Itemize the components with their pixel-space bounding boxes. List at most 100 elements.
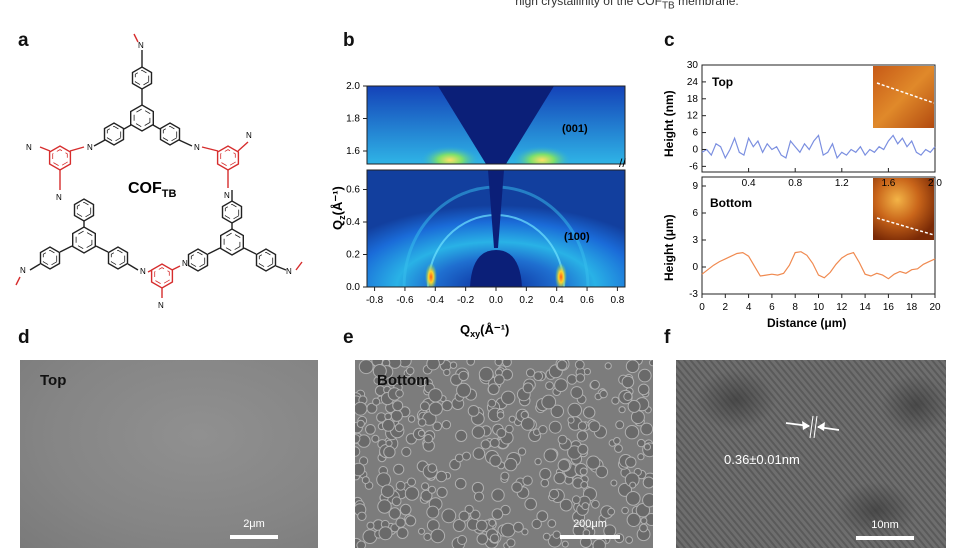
- grain: [625, 536, 634, 544]
- xtick-label-7: 0.6: [580, 295, 594, 306]
- grain: [540, 478, 550, 488]
- grain: [566, 374, 578, 385]
- grain: [640, 422, 653, 436]
- afm-top-label: Top: [712, 75, 733, 89]
- grain: [621, 506, 629, 515]
- grain: [531, 518, 542, 530]
- bond-bl4: [95, 245, 109, 253]
- grain: [637, 453, 645, 461]
- compound-main: COF: [128, 180, 162, 197]
- sem-bottom-scale-text: 200μm: [573, 518, 607, 530]
- caption-tail: membrane.: [674, 0, 739, 8]
- sem-bottom-texture: [355, 360, 653, 548]
- grain: [588, 420, 601, 433]
- grain: [552, 530, 561, 539]
- grain: [399, 503, 412, 516]
- grain: [377, 499, 392, 514]
- c-bot-xlabel-7: 14: [860, 302, 872, 313]
- caption-text: high crystallinity of the COF: [515, 0, 662, 8]
- bond-bl2: [59, 245, 73, 253]
- bottom-profile-line: [701, 251, 936, 280]
- grain: [533, 371, 544, 382]
- grain: [455, 429, 468, 443]
- grain: [625, 456, 637, 468]
- grain: [417, 418, 427, 427]
- grain: [372, 364, 387, 378]
- grain: [355, 462, 366, 477]
- grain: [464, 504, 474, 514]
- grain: [548, 420, 562, 434]
- grain: [441, 419, 452, 430]
- ytick-low-label-3: 0.6: [346, 185, 360, 196]
- grain: [577, 421, 588, 431]
- hrtem-image: 0.36±0.01nm 10nm: [676, 360, 946, 548]
- n-left-down: N: [56, 193, 62, 202]
- sem-bottom-scalebar: [560, 535, 620, 539]
- grain: [543, 448, 558, 463]
- ytick-up-label-2: 2.0: [346, 81, 360, 92]
- c-bot-xlabel-3: 6: [769, 302, 775, 313]
- grain: [407, 415, 416, 423]
- sem-top-label: Top: [40, 372, 67, 389]
- c-bot-xlabel-0: 0: [699, 302, 705, 313]
- cof-structure-diagram: N N N N N N N N N N N N COFTB: [15, 33, 303, 310]
- grain: [649, 360, 653, 367]
- grain: [557, 459, 571, 472]
- grain: [637, 438, 646, 448]
- ylabel-sub: z: [337, 215, 347, 220]
- n-bl2: N: [140, 267, 146, 276]
- n-top: N: [138, 41, 144, 50]
- grain: [591, 499, 600, 509]
- grain: [421, 482, 430, 491]
- structure-bonds: [15, 33, 303, 298]
- grain: [547, 519, 557, 528]
- bond-br2: [207, 247, 221, 255]
- grain: [613, 437, 621, 445]
- grain: [472, 447, 486, 460]
- grain: [365, 424, 376, 435]
- c-bot-xlabel-6: 12: [836, 302, 848, 313]
- ring-bl-left: [39, 246, 61, 270]
- c-bot-ylabel-0: 9: [692, 181, 698, 192]
- grain: [423, 434, 434, 444]
- ring-br-left-inner: [190, 251, 206, 269]
- grain: [623, 391, 633, 402]
- grain: [456, 382, 472, 398]
- ytick-low-label-1: 0.2: [346, 250, 360, 261]
- grain: [491, 488, 505, 502]
- top-profile-line: [701, 134, 936, 160]
- grain: [643, 443, 651, 451]
- grain: [358, 360, 374, 375]
- c-bot-ylabel-3: 0: [692, 262, 698, 273]
- n-tl: N: [87, 143, 93, 152]
- grain: [542, 532, 551, 541]
- grain: [614, 444, 623, 453]
- measure-fringe-1: [809, 415, 814, 439]
- c-top-ylabel-2: 18: [687, 94, 699, 105]
- n-tr: N: [194, 143, 200, 152]
- grain: [432, 421, 443, 432]
- grain: [384, 412, 392, 421]
- ytick-up-label-1: 1.8: [346, 114, 360, 125]
- c-bot-ylabel-1: 6: [692, 208, 698, 219]
- c-top-ylabel-0: 30: [687, 60, 699, 71]
- grain: [419, 401, 430, 412]
- sem-top-scale-text: 2μm: [243, 518, 265, 530]
- bond-rr2: [237, 141, 249, 152]
- bond-tr2: [178, 139, 193, 147]
- afm-top-series: [701, 134, 936, 160]
- grain: [496, 411, 505, 420]
- c-top-ylabel-4: 6: [692, 128, 698, 139]
- grain: [357, 511, 367, 522]
- sem-top-scalebar: [230, 535, 278, 539]
- grain: [580, 481, 589, 489]
- grain: [355, 446, 361, 457]
- core-bl-inner: [75, 230, 93, 250]
- grain: [395, 389, 404, 398]
- n-left: N: [26, 143, 32, 152]
- grain: [574, 360, 585, 370]
- grain: [361, 476, 370, 485]
- grain: [457, 535, 468, 545]
- grain: [426, 360, 440, 371]
- grain: [504, 457, 518, 472]
